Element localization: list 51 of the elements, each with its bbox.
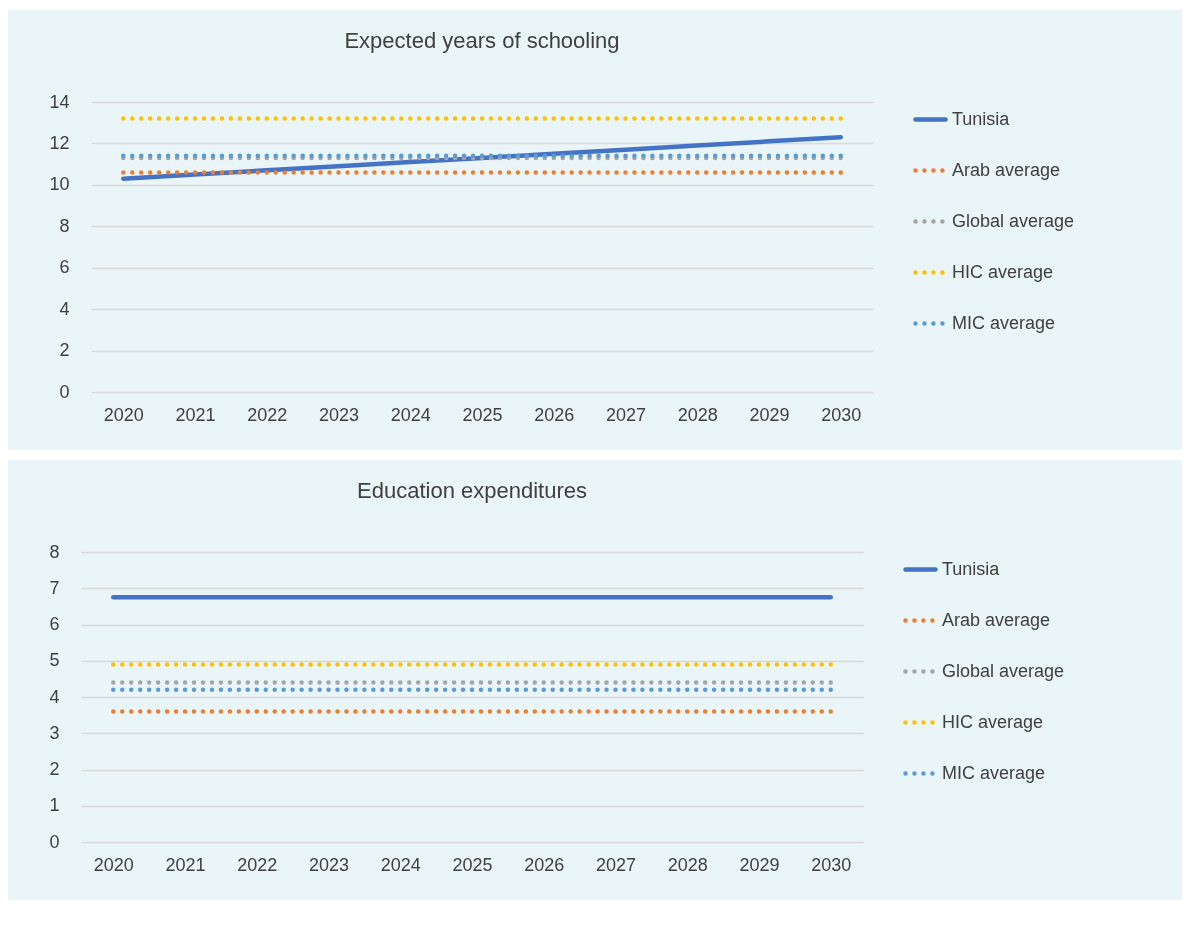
x-tick-label: 2026	[524, 854, 565, 875]
legend-label: MIC average	[952, 312, 1056, 333]
x-tick-label: 2020	[103, 404, 144, 425]
x-tick-label: 2023	[308, 854, 350, 875]
x-tick-label: 2020	[93, 854, 134, 875]
x-tick-label: 2026	[534, 404, 575, 425]
y-tick-label: 5	[49, 650, 60, 671]
x-tick-label: 2022	[237, 854, 278, 875]
y-tick-label: 8	[49, 541, 60, 562]
x-tick-label: 2028	[667, 854, 708, 875]
x-tick-label: 2024	[380, 854, 421, 875]
x-tick-label: 2024	[390, 404, 431, 425]
legend-label: Tunisia	[952, 108, 1011, 129]
x-tick-label: 2023	[318, 404, 360, 425]
chart-title: Expected years of schooling	[344, 28, 620, 53]
y-tick-label: 6	[49, 614, 60, 634]
legend-label: Tunisia	[942, 558, 1001, 579]
legend-label: Global average	[952, 210, 1075, 231]
legend-label: HIC average	[942, 711, 1044, 732]
legend-label: Arab average	[952, 159, 1061, 180]
legend-label: Arab average	[942, 609, 1051, 630]
chart-title: Education expenditures	[357, 478, 587, 503]
y-tick-label: 8	[59, 215, 70, 236]
x-tick-label: 2029	[739, 854, 780, 875]
y-tick-label: 12	[49, 132, 70, 153]
x-tick-label: 2027	[595, 854, 637, 875]
x-tick-label: 2025	[462, 404, 503, 425]
legend-label: MIC average	[942, 762, 1046, 783]
y-tick-label: 1	[49, 795, 60, 816]
x-tick-label: 2030	[821, 404, 862, 425]
x-tick-label: 2025	[452, 854, 493, 875]
y-tick-label: 3	[49, 722, 60, 743]
x-tick-label: 2021	[175, 404, 216, 425]
x-tick-label: 2022	[247, 404, 288, 425]
y-tick-label: 2	[49, 759, 60, 779]
x-tick-label: 2029	[749, 404, 790, 425]
x-tick-label: 2021	[165, 854, 206, 875]
x-tick-label: 2027	[605, 404, 647, 425]
x-tick-label: 2028	[677, 404, 718, 425]
y-tick-label: 14	[49, 91, 70, 112]
y-tick-label: 4	[49, 686, 60, 707]
legend-label: HIC average	[952, 261, 1054, 282]
y-tick-label: 7	[49, 577, 60, 598]
legend-label: Global average	[942, 660, 1065, 681]
x-tick-label: 2030	[811, 854, 852, 875]
y-tick-label: 4	[59, 298, 70, 319]
y-tick-label: 10	[49, 174, 70, 195]
y-tick-label: 0	[59, 381, 70, 402]
y-tick-label: 6	[59, 257, 70, 278]
y-tick-label: 2	[59, 340, 70, 361]
y-tick-label: 0	[49, 831, 60, 852]
